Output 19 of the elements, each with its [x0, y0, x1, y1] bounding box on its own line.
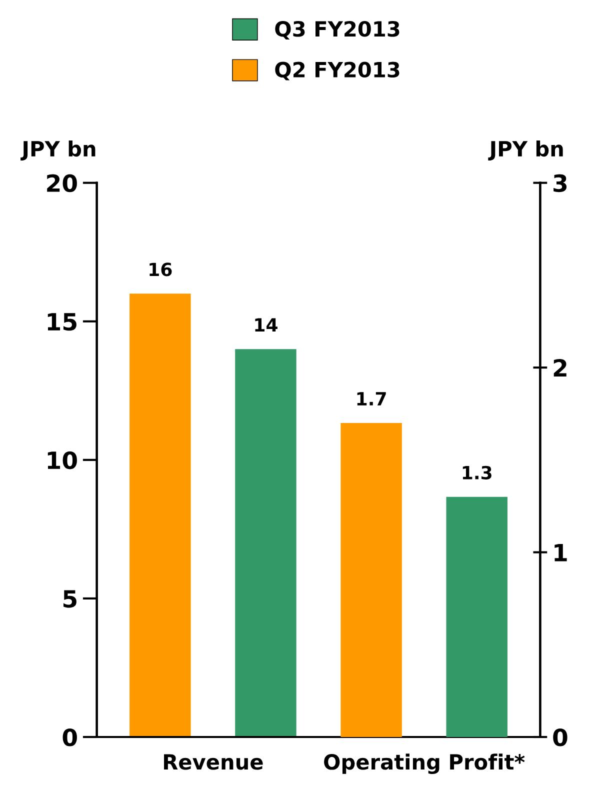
y-tick-label: 15	[48, 313, 76, 331]
y-tick-label: 5	[63, 590, 76, 608]
x-tick-label: Operating Profit*	[324, 754, 525, 774]
data-label: 14	[255, 318, 278, 332]
y-tick-label: 10	[48, 451, 77, 470]
legend-label: Q3 FY2013	[275, 20, 400, 40]
y2-tick-label: 0	[553, 728, 568, 746]
y2-tick-label: 3	[554, 174, 567, 192]
y-tick-label: 0	[62, 728, 77, 746]
y2-axis-title: JPY bn	[488, 140, 563, 161]
y2-tick-label: 1	[554, 544, 567, 562]
x-tick-label: Revenue	[164, 754, 263, 770]
data-label: 1.7	[357, 392, 386, 406]
data-label: 1.3	[462, 466, 492, 480]
legend-label: Q2 FY2013	[275, 62, 400, 80]
data-label: 16	[150, 262, 172, 276]
y2-tick-label: 2	[554, 359, 566, 377]
y-axis-title: JPY bn	[20, 140, 96, 161]
y-tick-label: 20	[47, 174, 77, 192]
